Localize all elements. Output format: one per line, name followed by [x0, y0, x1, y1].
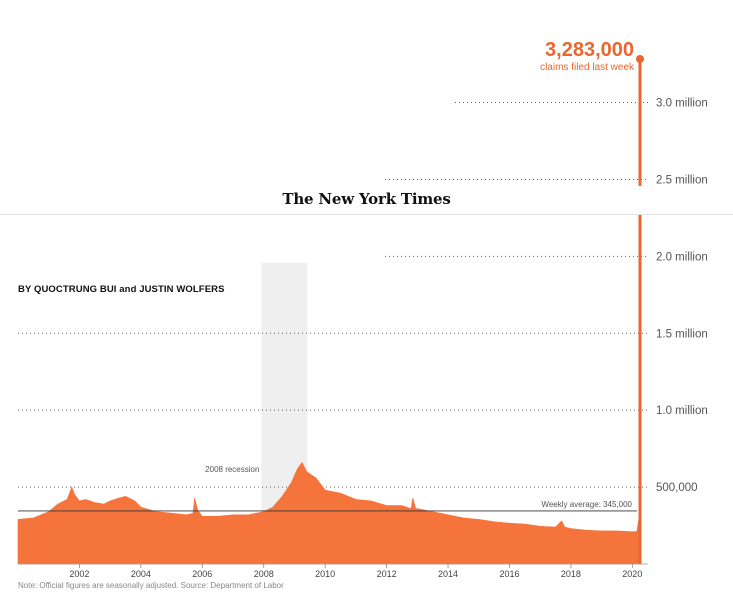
x-tick-label: 2016: [499, 569, 519, 579]
latest-claims-value: 3,283,000: [545, 39, 634, 61]
x-axis-ticks: 2002 2004 2006 2008 2010 2012 2014 2016 2018 2020: [69, 564, 642, 579]
x-tick-label: 2004: [131, 569, 151, 579]
source-note: Note: Official figures are seasonally ad…: [18, 581, 284, 590]
x-tick-label: 2012: [377, 569, 397, 579]
x-tick-label: 2014: [438, 569, 458, 579]
y-tick-label: 2.5 million: [656, 174, 708, 186]
x-tick-label: 2008: [254, 569, 274, 579]
y-tick-label: 1.0 million: [656, 405, 708, 417]
masthead-bar: The New York Times: [0, 186, 733, 215]
claims-area: [17, 461, 639, 565]
y-tick-label: 500,000: [656, 482, 698, 494]
y-tick-label: 1.5 million: [656, 328, 708, 340]
x-tick-label: 2010: [315, 569, 335, 579]
latest-claims-label: claims filed last week: [540, 62, 634, 73]
latest-claims-dot: [636, 55, 644, 63]
y-gridlines: 500,000 1.0 million 1.5 million 2.0 million…: [18, 98, 708, 494]
x-tick-label: 2018: [561, 569, 581, 579]
recession-label: 2008 recession: [205, 465, 259, 474]
average-label: Weekly average: 345,000: [541, 500, 632, 509]
x-tick-label: 2020: [622, 569, 642, 579]
y-tick-label: 2.0 million: [656, 251, 708, 263]
publication-logo: The New York Times: [282, 190, 451, 208]
x-tick-label: 2006: [192, 569, 212, 579]
x-tick-label: 2002: [69, 569, 89, 579]
y-tick-label: 3.0 million: [656, 98, 708, 110]
byline: BY QUOCTRUNG BUI and JUSTIN WOLFERS: [18, 284, 225, 295]
